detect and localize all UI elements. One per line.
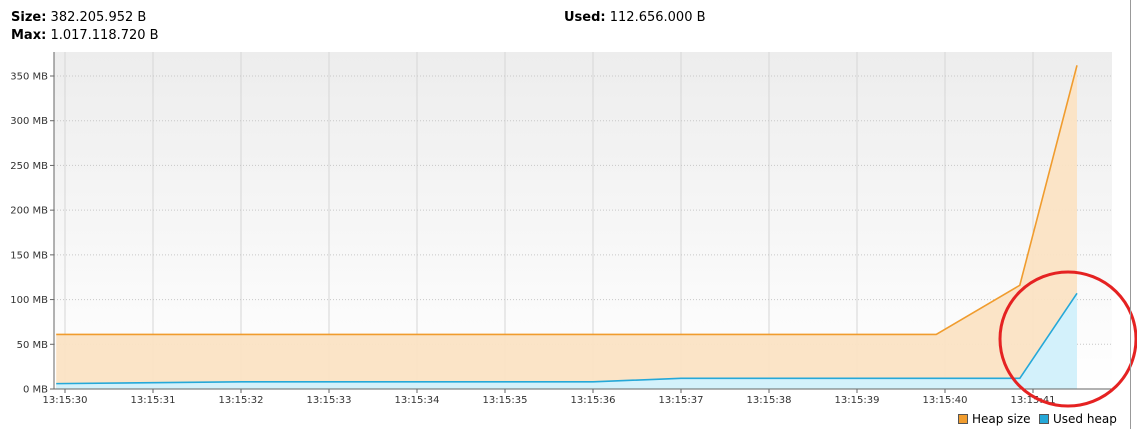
legend-label-heap: Heap size [972,412,1031,426]
legend-item-used-heap: Used heap [1039,411,1117,427]
y-tick-label: 300 MB [10,116,48,127]
size-stat: Size: 382.205.952 B [11,9,146,27]
x-tick-label: 13:15:39 [835,395,880,406]
y-tick-label: 0 MB [23,385,48,396]
plot-background [54,52,1112,389]
grid [54,52,1112,389]
series-areas [56,65,1077,390]
x-tick-label: 13:15:38 [747,395,792,406]
x-tick-label: 13:15:37 [659,395,704,406]
area-used-heap [56,293,1077,389]
x-tick-label: 13:15:34 [395,395,440,406]
legend-item-heap-size: Heap size [958,411,1030,427]
max-stat: Max: 1.017.118.720 B [11,27,159,45]
x-tick-label: 13:15:40 [923,395,968,406]
x-tick-label: 13:15:32 [219,395,264,406]
y-tick-label: 150 MB [10,250,48,261]
x-tick-label: 13:15:41 [1011,395,1056,406]
max-label: Max: [11,28,47,43]
y-tick-label: 50 MB [17,340,49,351]
y-tick-label: 100 MB [10,295,48,306]
x-tick-label: 13:15:30 [43,395,88,406]
y-tick-label: 350 MB [10,72,48,83]
highlight-circle [998,270,1137,408]
series-lines [56,65,1078,385]
used-label: Used: [564,10,606,25]
y-tick-label: 200 MB [10,206,48,217]
x-tick-label: 13:15:36 [571,395,616,406]
area-heap-size [56,65,1077,390]
y-tick-label: 250 MB [10,161,48,172]
legend-swatch-used [1039,414,1049,424]
panel-divider [1130,0,1131,429]
x-tick-label: 13:15:33 [307,395,352,406]
size-value: 382.205.952 B [50,10,147,25]
line-heap-size [56,65,1078,336]
max-value: 1.017.118.720 B [50,28,159,43]
x-tick-label: 13:15:35 [483,395,528,406]
legend-swatch-heap [958,414,968,424]
annotations [998,270,1137,408]
used-value: 112.656.000 B [609,10,706,25]
size-label: Size: [11,10,47,25]
x-tick-label: 13:15:31 [131,395,176,406]
used-stat: Used: 112.656.000 B [564,9,706,27]
axes: 0 MB 50 MB 100 MB 150 MB 200 MB 250 MB 300 MB 3… [10,52,1112,406]
line-used-heap [56,292,1078,385]
legend-label-used: Used heap [1053,412,1117,426]
